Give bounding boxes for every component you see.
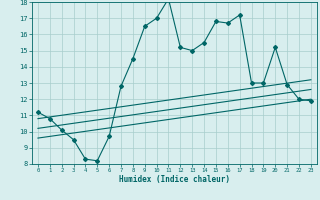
X-axis label: Humidex (Indice chaleur): Humidex (Indice chaleur) — [119, 175, 230, 184]
